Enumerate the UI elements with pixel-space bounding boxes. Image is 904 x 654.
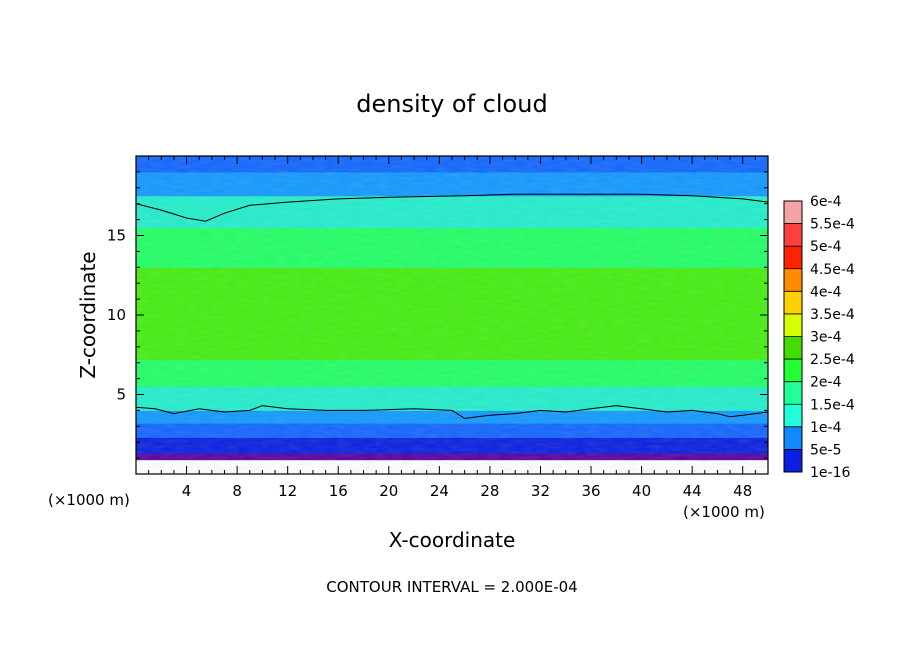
colorbar-label: 2.5e-4 — [810, 352, 855, 368]
colorbar-label: 1e-4 — [810, 420, 842, 436]
colorbar-label: 5e-4 — [810, 239, 842, 255]
colorbar-label: 3e-4 — [810, 330, 842, 346]
x-tick-label: 8 — [232, 482, 242, 500]
density-band-2 — [136, 437, 768, 454]
colorbar-label: 5e-5 — [810, 442, 841, 458]
colorbar-swatch-0 — [784, 201, 802, 225]
density-band-0 — [136, 459, 768, 474]
density-field — [136, 156, 768, 474]
density-band-3 — [136, 423, 768, 438]
colorbar-swatch-6 — [784, 336, 802, 360]
chart-title: density of cloud — [356, 90, 547, 118]
x-tick-label: 32 — [531, 482, 550, 500]
x-axis-ticks: 4 8 12 16 20 24 28 32 36 40 44 48 — [148, 156, 756, 500]
x-axis-unit-left: (×1000 m) — [48, 491, 130, 509]
density-band-8 — [136, 227, 768, 268]
colorbar-label: 4.5e-4 — [810, 262, 855, 278]
contour-lines — [136, 193, 768, 419]
y-tick-label: 5 — [116, 386, 126, 404]
x-tick-label: 48 — [733, 482, 752, 500]
x-tick-label: 28 — [480, 482, 499, 500]
colorbar-swatch-11 — [784, 449, 802, 473]
colorbar-swatch-3 — [784, 268, 802, 292]
y-tick-label: 15 — [107, 227, 126, 245]
colorbar-swatch-10 — [784, 426, 802, 450]
x-tick-label: 12 — [278, 482, 297, 500]
x-tick-label: 40 — [632, 482, 651, 500]
x-tick-label: 24 — [430, 482, 449, 500]
colorbar-label: 6e-4 — [810, 194, 842, 210]
colorbar-swatch-2 — [784, 246, 802, 270]
y-axis-ticks: 5 10 15 — [107, 171, 768, 459]
contour-interval-note: CONTOUR INTERVAL = 2.000E-04 — [326, 578, 577, 596]
colorbar-label: 4e-4 — [810, 284, 842, 300]
density-band-6 — [136, 359, 768, 388]
x-tick-label: 4 — [182, 482, 192, 500]
density-band-7 — [136, 267, 768, 361]
x-axis-unit-right: (×1000 m) — [683, 503, 765, 521]
colorbar-swatch-9 — [784, 404, 802, 428]
density-band-1 — [136, 453, 768, 461]
colorbar-swatch-8 — [784, 381, 802, 405]
x-tick-label: 36 — [581, 482, 600, 500]
colorbar-label: 2e-4 — [810, 375, 842, 391]
density-band-10 — [136, 171, 768, 197]
density-band-4 — [136, 410, 768, 424]
colorbar-swatch-5 — [784, 313, 802, 337]
colorbar: 6e-4 5.5e-4 5e-4 4.5e-4 4e-4 3.5e-4 3e-4 2.5e-4… — [783, 194, 855, 481]
density-band-9 — [136, 195, 768, 229]
x-tick-label: 20 — [379, 482, 398, 500]
colorbar-label: 3.5e-4 — [810, 307, 855, 323]
density-band-11 — [136, 156, 768, 173]
colorbar-label: 5.5e-4 — [810, 217, 855, 233]
colorbar-label: 1e-16 — [810, 465, 850, 481]
colorbar-swatch-4 — [784, 291, 802, 315]
colorbar-swatch-7 — [784, 359, 802, 383]
colorbar-swatch-1 — [784, 223, 802, 247]
contour-line-1 — [136, 405, 768, 419]
y-axis-label: Z-coordinate — [76, 251, 100, 378]
contour-line-0 — [136, 193, 768, 222]
x-tick-label: 16 — [329, 482, 348, 500]
y-tick-label: 10 — [107, 306, 126, 324]
density-band-5 — [136, 386, 768, 411]
x-tick-label: 44 — [683, 482, 702, 500]
x-axis-label: X-coordinate — [389, 528, 516, 552]
colorbar-label: 1.5e-4 — [810, 397, 855, 413]
